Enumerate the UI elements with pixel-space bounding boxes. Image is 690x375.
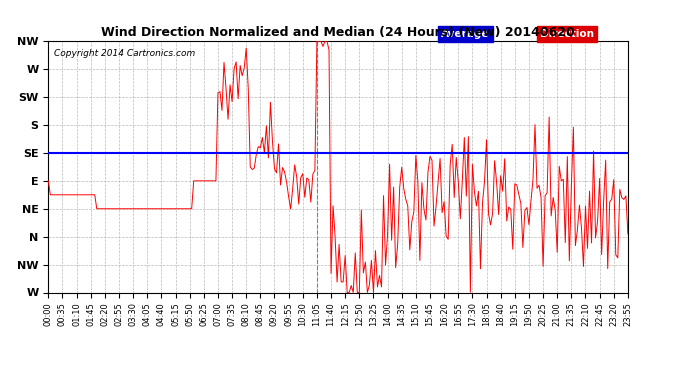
Title: Wind Direction Normalized and Median (24 Hours) (New) 20140620: Wind Direction Normalized and Median (24…: [101, 26, 575, 39]
Text: Direction: Direction: [540, 29, 594, 39]
Text: Copyright 2014 Cartronics.com: Copyright 2014 Cartronics.com: [54, 49, 195, 58]
Text: Average: Average: [442, 29, 490, 39]
